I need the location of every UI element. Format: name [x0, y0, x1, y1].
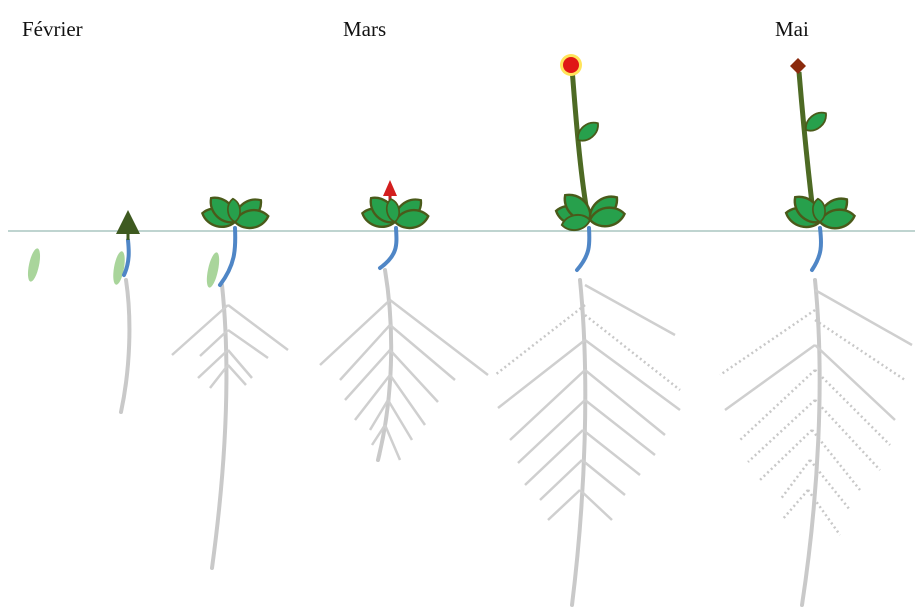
seedling	[172, 192, 288, 568]
seedling-part	[172, 305, 288, 388]
flowering-plant-part	[577, 228, 589, 270]
seeding-plant-part	[799, 72, 813, 212]
month-label: Février	[22, 17, 83, 41]
young-plant-part	[380, 228, 396, 268]
young-plant	[320, 180, 488, 460]
flowering-plant-part	[563, 57, 579, 73]
flowering-plant-part	[572, 280, 585, 605]
germinating-seed-part	[121, 280, 129, 412]
seeding-plant-part	[802, 280, 820, 605]
seedling-part	[212, 285, 227, 568]
illustration: Février Mars Mai	[0, 0, 915, 610]
page: Février Mars Mai	[0, 0, 915, 610]
young-plant-part	[383, 180, 397, 196]
seeding-plant-part	[790, 58, 806, 74]
flowering-plant-part	[554, 189, 626, 233]
month-label: Mai	[775, 17, 809, 41]
seeding-plant-part	[784, 191, 856, 231]
month-label: Mars	[343, 17, 386, 41]
seeding-plant-part	[812, 228, 821, 270]
young-plant-part	[320, 300, 488, 460]
germinating-seed-part	[124, 240, 129, 275]
seed	[26, 247, 43, 282]
seed-part	[26, 247, 43, 282]
flowering-plant-part	[498, 285, 680, 520]
germinating-seed	[111, 222, 129, 412]
flowering-plant-part	[495, 305, 680, 390]
young-plant-part	[360, 192, 430, 231]
seedling-part	[200, 192, 270, 231]
flowering-plant	[495, 54, 680, 605]
seedling-part	[220, 228, 235, 285]
seeding-plant	[720, 58, 912, 605]
